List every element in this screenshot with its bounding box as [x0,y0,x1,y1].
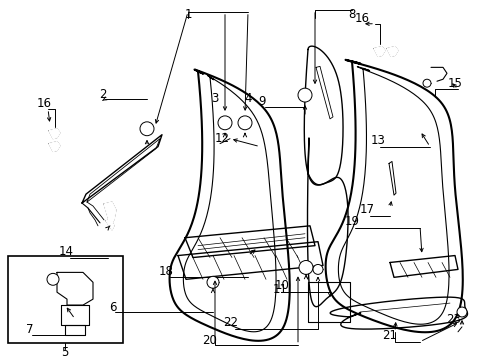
Polygon shape [307,138,347,307]
Circle shape [312,265,323,274]
Text: 20: 20 [202,334,217,347]
Circle shape [47,273,59,285]
Polygon shape [106,219,114,230]
Text: 15: 15 [447,77,462,90]
Text: 22: 22 [223,316,238,329]
Text: 18: 18 [158,265,173,278]
Circle shape [140,122,154,136]
Text: 17: 17 [359,203,374,216]
Polygon shape [65,325,85,335]
Text: 5: 5 [61,346,68,359]
Polygon shape [386,46,397,57]
Text: 11: 11 [272,283,287,296]
Circle shape [297,88,311,102]
Text: 13: 13 [370,134,385,147]
Polygon shape [104,202,116,224]
Text: 12: 12 [214,132,229,145]
Circle shape [456,307,466,317]
Text: 6: 6 [109,301,117,314]
Polygon shape [329,297,467,329]
Text: 19: 19 [344,215,359,228]
Circle shape [218,116,231,130]
Polygon shape [184,226,314,257]
Text: 9: 9 [258,95,265,108]
Text: 14: 14 [59,245,73,258]
Text: 16: 16 [37,96,51,109]
Circle shape [238,116,251,130]
Circle shape [298,261,312,274]
Polygon shape [388,161,395,195]
Polygon shape [49,141,60,152]
Polygon shape [304,46,343,185]
Text: 7: 7 [26,323,34,336]
Text: 4: 4 [244,91,251,104]
Text: 8: 8 [347,8,355,21]
Text: 10: 10 [274,279,289,292]
Polygon shape [389,256,457,277]
Circle shape [422,79,430,87]
Text: 2: 2 [99,87,106,100]
Text: 16: 16 [354,12,369,25]
Polygon shape [178,242,323,279]
Polygon shape [57,273,93,305]
Polygon shape [49,129,60,139]
Circle shape [206,276,219,288]
Text: 21: 21 [382,329,397,342]
Polygon shape [61,305,89,325]
Text: 23: 23 [446,314,461,327]
Bar [8,256,123,343]
Text: 1: 1 [184,8,191,21]
Polygon shape [373,46,384,57]
Text: 3: 3 [211,91,218,104]
